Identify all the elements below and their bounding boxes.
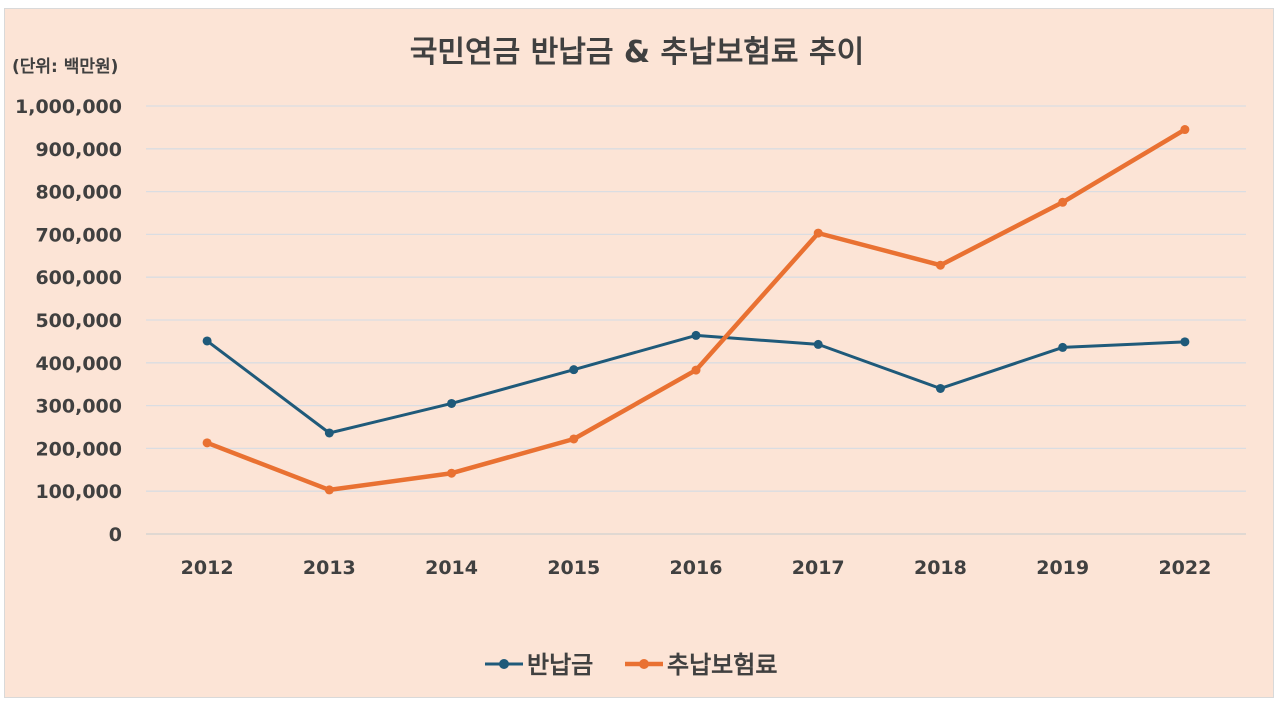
legend-marker: [499, 659, 509, 669]
x-tick-label: 2013: [303, 557, 356, 579]
data-point: [447, 468, 457, 478]
data-point: [569, 434, 579, 444]
y-tick-label: 600,000: [35, 267, 122, 289]
y-tick-label: 200,000: [35, 438, 122, 460]
legend-marker: [639, 659, 649, 669]
x-axis: 2012 2013 2014 2015 2016 2017 2018 2019 2022: [181, 557, 1212, 579]
y-tick-label: 100,000: [35, 481, 122, 503]
data-point: [324, 485, 334, 495]
y-tick-label: 0: [109, 524, 122, 546]
legend: 반납금 추납보험료: [485, 651, 777, 679]
data-point: [691, 365, 701, 375]
unit-label: (단위: 백만원): [12, 57, 118, 77]
x-tick-label: 2019: [1036, 557, 1089, 579]
y-tick-label: 500,000: [35, 310, 122, 332]
data-point: [1180, 125, 1190, 135]
y-tick-label: 400,000: [35, 353, 122, 375]
legend-label: 추납보험료: [667, 651, 777, 679]
y-tick-label: 300,000: [35, 396, 122, 418]
chart-title: 국민연금 반납금 & 추납보험료 추이: [410, 35, 864, 70]
x-tick-label: 2022: [1158, 557, 1211, 579]
x-tick-label: 2016: [670, 557, 723, 579]
x-tick-label: 2012: [181, 557, 234, 579]
data-point: [813, 339, 823, 349]
data-point: [1058, 342, 1068, 352]
gridlines: [146, 105, 1246, 535]
chart-area: [4, 8, 1274, 698]
data-point: [813, 228, 823, 238]
y-tick-label: 700,000: [35, 224, 122, 246]
data-point: [691, 330, 701, 340]
series-group: [202, 125, 1190, 495]
data-point: [935, 383, 945, 393]
legend-label: 반납금: [527, 651, 593, 679]
y-tick-label: 900,000: [35, 139, 122, 161]
series-line: [205, 333, 1187, 435]
data-point: [324, 428, 334, 438]
x-tick-label: 2017: [792, 557, 845, 579]
data-point: [202, 438, 212, 448]
data-point: [935, 260, 945, 270]
series-line: [204, 127, 1188, 493]
data-point: [569, 365, 579, 375]
y-tick-label: 800,000: [35, 182, 122, 204]
x-tick-label: 2014: [425, 557, 478, 579]
data-point: [1058, 197, 1068, 207]
y-axis: 0 100,000 200,000 300,000 400,000 500,000 600,…: [15, 96, 122, 546]
x-tick-label: 2015: [547, 557, 600, 579]
x-tick-label: 2018: [914, 557, 967, 579]
data-point: [447, 398, 457, 408]
y-tick-label: 1,000,000: [15, 96, 122, 118]
data-point: [1180, 337, 1190, 347]
data-point: [202, 336, 212, 346]
